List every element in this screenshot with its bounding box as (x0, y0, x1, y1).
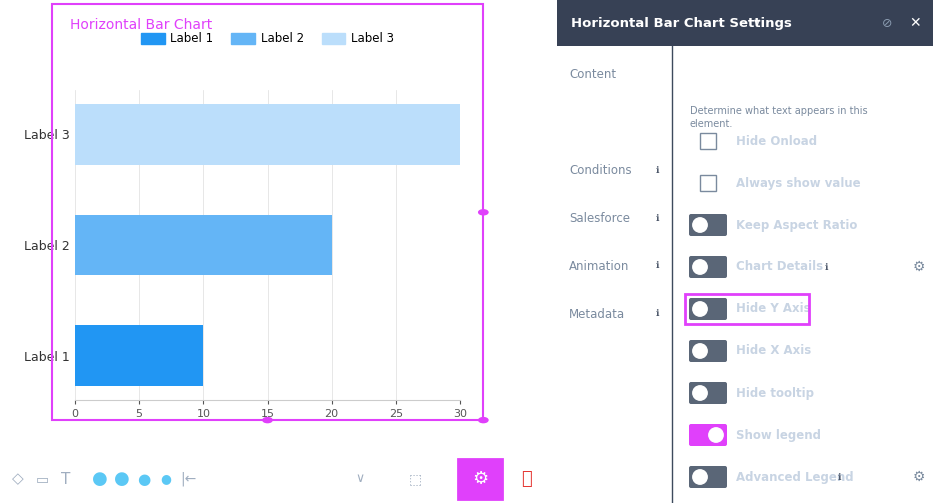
Text: ℹ: ℹ (838, 472, 841, 481)
Text: Animation: Animation (569, 260, 630, 273)
Text: ●: ● (114, 470, 130, 488)
Bar (75, 325, 203, 386)
Text: Chart Details: Chart Details (736, 261, 823, 274)
Text: Determine what text appears in this
element.: Determine what text appears in this elem… (690, 106, 868, 129)
FancyBboxPatch shape (689, 382, 727, 404)
Text: Metadata: Metadata (569, 307, 625, 320)
FancyBboxPatch shape (689, 466, 727, 488)
Bar (75, 104, 460, 165)
Text: ℹ: ℹ (655, 309, 659, 318)
Text: ●: ● (137, 471, 150, 486)
Text: Content: Content (569, 67, 616, 80)
FancyBboxPatch shape (689, 340, 727, 362)
Text: ⬚: ⬚ (409, 472, 422, 486)
Text: Salesforce: Salesforce (569, 211, 630, 224)
Text: ℹ: ℹ (655, 165, 659, 175)
Text: ∨: ∨ (753, 18, 761, 28)
Text: Always show value: Always show value (736, 177, 860, 190)
FancyBboxPatch shape (689, 256, 727, 278)
Text: ⊘: ⊘ (882, 17, 892, 30)
Legend: Label 1, Label 2, Label 3: Label 1, Label 2, Label 3 (136, 28, 398, 50)
Circle shape (693, 470, 707, 484)
FancyBboxPatch shape (689, 214, 727, 236)
Text: Interactivity: Interactivity (690, 65, 805, 83)
Text: ⚙: ⚙ (912, 260, 926, 274)
Circle shape (693, 218, 707, 232)
Text: ℹ: ℹ (655, 213, 659, 222)
Text: Hide tooltip: Hide tooltip (736, 386, 814, 399)
Text: Hide Y Axis: Hide Y Axis (736, 302, 811, 315)
Circle shape (709, 428, 723, 442)
Text: ▭: ▭ (35, 472, 49, 486)
Circle shape (693, 302, 707, 316)
Text: ●: ● (92, 470, 108, 488)
Text: ℹ: ℹ (655, 262, 659, 271)
Text: Conditions: Conditions (569, 163, 632, 177)
Text: Hide X Axis: Hide X Axis (736, 345, 812, 358)
Text: ℹ: ℹ (825, 263, 828, 272)
Text: T: T (62, 471, 71, 486)
Text: |←: |← (180, 472, 196, 486)
Text: ✕: ✕ (909, 16, 921, 30)
FancyBboxPatch shape (557, 0, 933, 46)
Text: ⚙: ⚙ (912, 470, 926, 484)
Text: ◇: ◇ (12, 471, 24, 486)
Text: Advanced Legend: Advanced Legend (736, 470, 854, 483)
FancyBboxPatch shape (689, 424, 727, 446)
Text: Hide Onload: Hide Onload (736, 134, 817, 147)
Text: Interactivity: Interactivity (569, 116, 650, 128)
Text: Horizontal Bar Chart Settings: Horizontal Bar Chart Settings (571, 17, 792, 30)
Text: ⚙: ⚙ (472, 470, 488, 488)
Text: ∨: ∨ (355, 472, 365, 485)
Text: Lato: Lato (270, 472, 300, 486)
Text: Keep Aspect Ratio: Keep Aspect Ratio (736, 218, 857, 231)
Text: Horizontal Bar Chart: Horizontal Bar Chart (70, 18, 213, 32)
Text: Show legend: Show legend (736, 429, 821, 442)
Circle shape (693, 386, 707, 400)
Circle shape (693, 344, 707, 358)
Text: ⬜: ⬜ (521, 470, 532, 488)
Circle shape (693, 260, 707, 274)
Bar (75, 215, 331, 275)
FancyBboxPatch shape (458, 459, 502, 499)
FancyBboxPatch shape (689, 298, 727, 320)
FancyBboxPatch shape (504, 459, 548, 499)
Text: ●: ● (160, 472, 172, 485)
